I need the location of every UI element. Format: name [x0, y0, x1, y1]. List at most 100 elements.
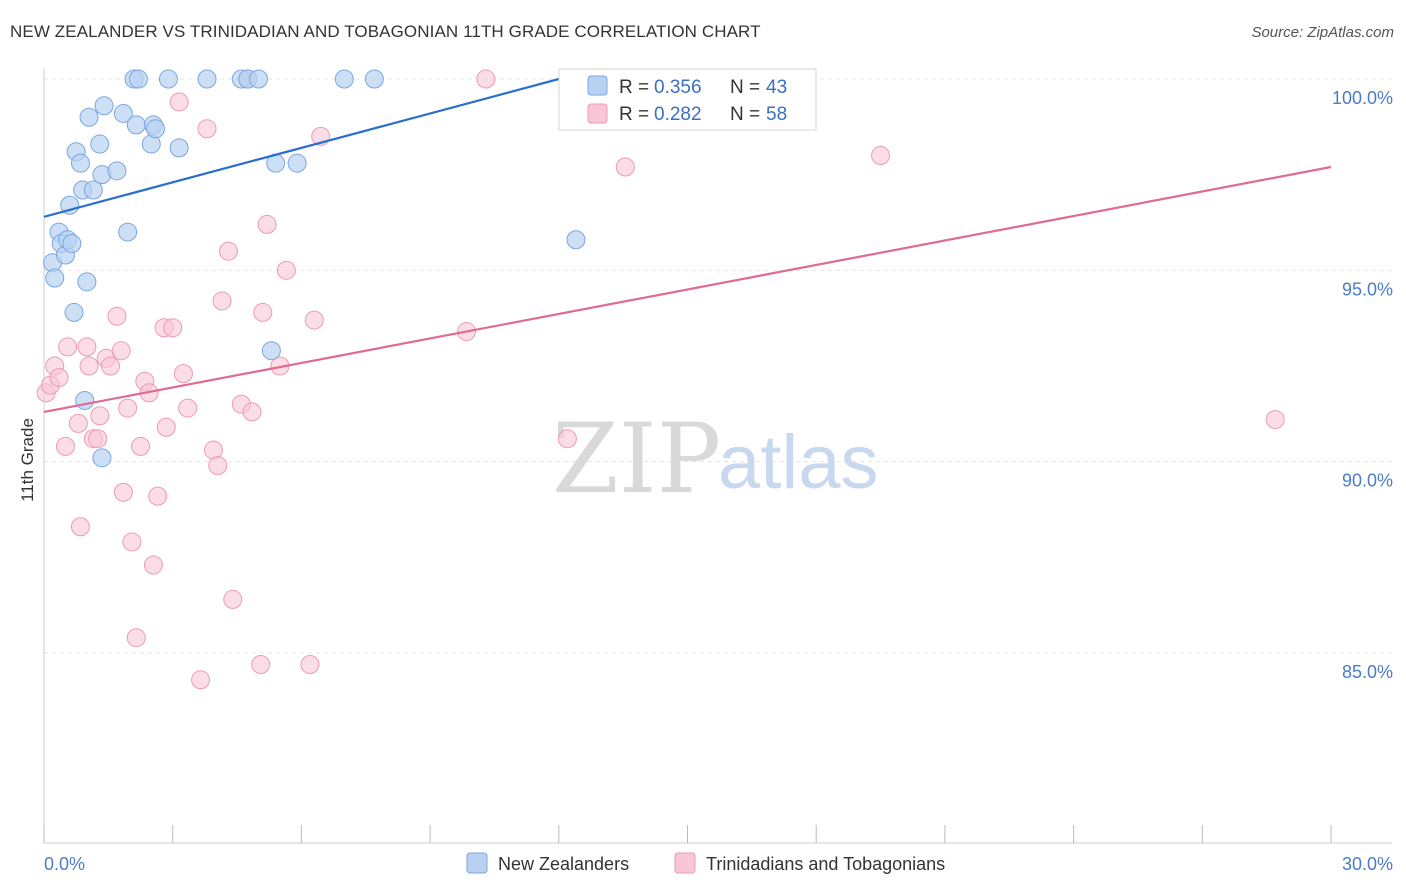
- data-point-trinidadians: [208, 455, 228, 475]
- legend-n-value-1: 43: [766, 77, 787, 98]
- data-point-trinidadians: [251, 654, 271, 674]
- data-point-trinidadians: [118, 398, 138, 418]
- data-point-new-zealanders: [249, 69, 268, 89]
- legend-swatch-blue: [587, 75, 608, 96]
- data-point-new-zealanders: [287, 153, 307, 173]
- axes: [43, 68, 1392, 844]
- data-point-trinidadians: [304, 310, 324, 330]
- data-point-new-zealanders: [261, 341, 281, 361]
- data-point-new-zealanders: [126, 115, 146, 135]
- legend-r-label-1: R =: [619, 77, 649, 98]
- data-point-trinidadians: [173, 364, 193, 384]
- series-legend: New Zealanders Trinidadians and Tobagoni…: [466, 852, 945, 874]
- y-tick-labels: 85.0% 90.0% 95.0% 100.0%: [1332, 88, 1393, 682]
- data-point-new-zealanders: [158, 69, 178, 89]
- data-point-new-zealanders: [169, 138, 189, 158]
- data-point-trinidadians: [276, 260, 296, 280]
- legend-r-label-2: R =: [619, 104, 649, 125]
- data-point-new-zealanders: [334, 69, 354, 89]
- data-point-trinidadians: [178, 398, 198, 418]
- data-point-new-zealanders: [75, 390, 95, 410]
- data-point-trinidadians: [58, 337, 78, 357]
- correlation-legend: R = 0.356 N = 43 R = 0.282 N = 58: [558, 68, 817, 131]
- data-point-trinidadians: [113, 482, 133, 502]
- data-point-new-zealanders: [118, 222, 138, 242]
- data-point-new-zealanders: [107, 161, 127, 181]
- legend-r-value-1: 0.356: [654, 77, 702, 98]
- data-point-new-zealanders: [62, 234, 82, 254]
- data-point-trinidadians: [156, 417, 176, 437]
- legend-swatch-pink: [587, 103, 608, 124]
- data-point-trinidadians: [55, 436, 75, 456]
- y-axis-title: 11th Grade: [18, 418, 37, 502]
- data-point-trinidadians: [871, 146, 891, 166]
- trend-line-trinidadians: [43, 165, 1332, 414]
- data-point-trinidadians: [107, 306, 127, 326]
- data-point-new-zealanders: [79, 107, 99, 127]
- legend-r-value-2: 0.282: [654, 104, 702, 125]
- data-point-trinidadians: [212, 291, 232, 311]
- data-point-trinidadians: [191, 670, 211, 690]
- trend-lines: [43, 77, 1332, 414]
- data-point-trinidadians: [49, 367, 69, 387]
- chart-source: Source: ZipAtlas.com: [1251, 24, 1394, 41]
- data-point-trinidadians: [476, 69, 496, 89]
- trend-line-new-zealanders: [43, 77, 560, 218]
- data-point-trinidadians: [148, 486, 168, 506]
- data-point-new-zealanders: [77, 272, 97, 292]
- data-point-new-zealanders: [364, 69, 384, 89]
- data-point-trinidadians: [163, 318, 183, 338]
- data-point-new-zealanders: [92, 448, 112, 468]
- data-point-new-zealanders: [128, 69, 148, 89]
- data-point-new-zealanders: [45, 268, 65, 288]
- data-point-trinidadians: [79, 356, 99, 376]
- data-point-new-zealanders: [566, 230, 586, 250]
- data-point-trinidadians: [253, 302, 273, 322]
- data-point-trinidadians: [90, 406, 110, 426]
- data-point-new-zealanders: [146, 119, 166, 139]
- x-tick-label: 0.0%: [44, 854, 85, 874]
- data-point-trinidadians: [143, 555, 163, 575]
- data-point-trinidadians: [122, 532, 142, 552]
- data-point-trinidadians: [77, 337, 97, 357]
- data-point-trinidadians: [111, 341, 131, 361]
- bottom-legend-swatch-trinidadians: [674, 852, 696, 874]
- data-point-trinidadians: [223, 589, 243, 609]
- data-point-new-zealanders: [64, 302, 84, 322]
- bottom-legend-label-new-zealanders: New Zealanders: [498, 854, 629, 874]
- chart-title: NEW ZEALANDER VS TRINIDADIAN AND TOBAGON…: [10, 22, 761, 41]
- y-tick-label: 85.0%: [1342, 662, 1393, 682]
- data-point-trinidadians: [300, 654, 320, 674]
- legend-n-label-2: N =: [730, 104, 760, 125]
- data-point-new-zealanders: [197, 69, 217, 89]
- data-point-trinidadians: [88, 429, 108, 449]
- legend-n-label-1: N =: [730, 77, 760, 98]
- series-trinidadians-points: [36, 69, 1285, 690]
- bottom-legend-swatch-new-zealanders: [466, 852, 488, 874]
- data-point-new-zealanders: [90, 134, 110, 154]
- series-new-zealanders-points: [43, 69, 595, 468]
- data-point-new-zealanders: [94, 96, 114, 116]
- data-point-trinidadians: [197, 119, 217, 139]
- data-point-new-zealanders: [83, 180, 103, 200]
- watermark-atlas: atlas: [718, 420, 879, 505]
- x-tick-labels: 0.0% 30.0%: [44, 854, 1393, 874]
- data-point-trinidadians: [615, 157, 635, 177]
- data-point-trinidadians: [242, 402, 262, 422]
- watermark-zip: ZIP: [552, 403, 721, 515]
- data-point-trinidadians: [1265, 410, 1285, 430]
- y-tick-label: 90.0%: [1342, 471, 1393, 491]
- data-point-trinidadians: [126, 628, 146, 648]
- data-point-trinidadians: [169, 92, 189, 112]
- watermark: ZIP atlas: [552, 403, 879, 515]
- data-point-new-zealanders: [113, 103, 133, 123]
- data-point-trinidadians: [68, 413, 88, 433]
- data-point-trinidadians: [131, 436, 151, 456]
- data-point-trinidadians: [218, 241, 238, 261]
- y-tick-label: 95.0%: [1342, 279, 1393, 299]
- x-tick-label: 30.0%: [1342, 854, 1393, 874]
- bottom-legend-label-trinidadians: Trinidadians and Tobagonians: [706, 854, 945, 874]
- data-point-trinidadians: [557, 429, 577, 449]
- gridlines: [44, 78, 1392, 654]
